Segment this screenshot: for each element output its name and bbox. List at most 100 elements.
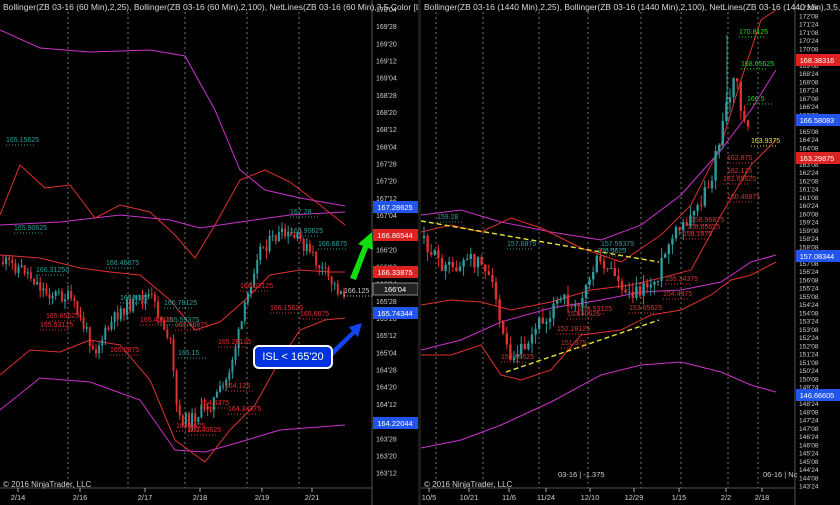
price-candle-body — [85, 327, 88, 329]
price-candle-body — [746, 120, 750, 127]
price-candle-body — [660, 257, 663, 281]
price-candle-body — [671, 238, 674, 245]
price-marker — [373, 307, 418, 319]
price-candle-body — [649, 284, 652, 288]
netline-label: 165.78125 — [164, 300, 197, 307]
price-candle-body — [440, 258, 444, 271]
price-candle-body — [36, 282, 39, 285]
price-tick-label: 151'24 — [799, 352, 819, 359]
price-candle-body — [570, 305, 573, 307]
price-candle-body — [610, 268, 613, 270]
netline-label: 157.59375 — [601, 241, 634, 248]
right-chart-panel[interactable]: 172'24 172'08 171'24 171'08 170'24 170'08 169'… — [421, 0, 840, 505]
netline-label: 165.53125 — [40, 322, 73, 329]
netline-label: 162.875 — [727, 155, 752, 162]
price-candle-body — [73, 298, 76, 301]
price-candle-body — [23, 265, 26, 274]
price-candle-body — [119, 308, 122, 320]
netline-label: 165.6875 — [300, 311, 329, 318]
price-tick-label: 163'12 — [376, 471, 397, 478]
price-candle-body — [305, 244, 308, 252]
right-copyright: © 2016 NinjaTrader, LLC — [424, 480, 513, 489]
price-tick-label: 149'24 — [799, 385, 819, 392]
price-candle-body — [638, 286, 642, 296]
price-candle-body — [175, 370, 178, 405]
price-candle-body — [656, 280, 660, 282]
price-candle-body — [324, 267, 327, 269]
price-candle-body — [739, 81, 742, 111]
netline-label: 158.65625 — [687, 224, 720, 231]
price-candle-body — [33, 278, 35, 285]
price-candle-body — [444, 264, 447, 271]
price-candle-body — [674, 227, 678, 239]
panel-splitter[interactable] — [418, 0, 421, 505]
price-candle-body — [8, 257, 11, 260]
price-candle-body — [42, 288, 45, 291]
left-chart-panel[interactable]: 170'04 169'28 169'20 169'12 169'04 168'28 168'… — [0, 0, 418, 505]
price-tick-label: 152'24 — [799, 335, 819, 342]
price-candle-body — [129, 299, 132, 311]
price-tick-label: 168'20 — [376, 110, 397, 117]
price-candle-body — [101, 339, 104, 346]
price-tick-label: 169'28 — [376, 24, 397, 31]
bollinger-25-lower — [421, 261, 777, 381]
netline-label: 168.65625 — [741, 61, 774, 68]
price-candle-body — [284, 228, 287, 237]
price-marker-label: 163.29875 — [800, 154, 835, 163]
price-candle-body — [617, 276, 620, 282]
price-marker-label: 166.58083 — [800, 116, 835, 125]
price-candle-body — [17, 266, 20, 273]
price-tick-label: 167'28 — [376, 162, 397, 169]
netline-label: 166.125 — [344, 288, 369, 295]
price-candle-body — [48, 293, 51, 299]
price-candle-body — [293, 235, 296, 239]
price-candle-body — [534, 328, 537, 335]
left-chart-plot[interactable]: 170'04 169'28 169'20 169'12 169'04 168'28 168'… — [0, 0, 418, 505]
netline-label: 164.125 — [225, 383, 250, 390]
price-candle-body — [110, 322, 113, 330]
price-candle-body — [160, 317, 163, 321]
time-tick-label: 2/14 — [11, 493, 26, 502]
price-tick-label: 166'20 — [376, 247, 397, 254]
price-candle-body — [122, 308, 125, 315]
price-tick-label: 167'20 — [376, 179, 397, 186]
netline-label: 159.28 — [437, 214, 459, 221]
price-candle-body — [104, 327, 107, 340]
price-candle-body — [689, 215, 692, 226]
price-tick-label: 165'08 — [799, 129, 819, 136]
price-tick-label: 165'20 — [376, 316, 397, 323]
price-candle-body — [476, 257, 480, 268]
price-candle-body — [147, 294, 150, 296]
price-candle-body — [566, 294, 570, 306]
price-candle-body — [509, 344, 512, 361]
price-tick-label: 165'12 — [376, 333, 397, 340]
price-marker-label: 166'04 — [384, 285, 406, 294]
netline-label: 158.1875 — [683, 231, 712, 238]
time-tick-label: 12/29 — [625, 493, 644, 502]
price-tick-label: 154'24 — [799, 302, 819, 309]
price-candle-body — [458, 266, 462, 272]
price-tick-label: 170'08 — [799, 46, 819, 53]
price-marker-label: 164.22044 — [377, 419, 412, 428]
price-tick-label: 169'08 — [799, 63, 819, 70]
price-candle-body — [725, 102, 728, 122]
price-candle-body — [541, 317, 544, 324]
price-tick-label: 171'24 — [799, 22, 819, 29]
next-contract-label: 06-16 | Nc — [763, 470, 798, 479]
netline-label: 155.34375 — [665, 276, 698, 283]
time-tick-label: 11/6 — [502, 493, 516, 502]
price-tick-label: 161'08 — [799, 195, 819, 202]
price-candle-body — [135, 296, 138, 299]
price-candle-body — [728, 97, 732, 103]
price-candle-body — [51, 295, 54, 299]
price-candle-body — [548, 318, 552, 322]
price-tick-label: 172'24 — [799, 5, 819, 12]
price-candle-body — [178, 404, 181, 416]
price-candle-body — [274, 235, 277, 242]
price-candle-body — [707, 187, 710, 189]
price-candle-body — [462, 260, 465, 267]
price-tick-label: 164'28 — [376, 368, 397, 375]
price-candle-body — [606, 268, 609, 270]
price-candle-body — [153, 294, 156, 302]
